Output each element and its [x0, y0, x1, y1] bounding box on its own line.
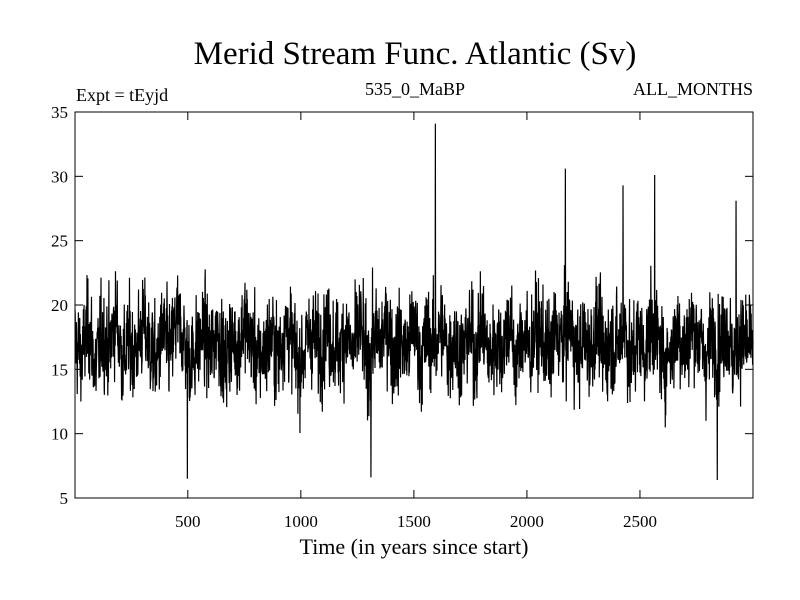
x-tick-label: 500 — [175, 512, 201, 531]
subtitle-left: Expt = tEyjd — [76, 85, 168, 105]
x-tick-label: 2500 — [623, 512, 657, 531]
y-axis: 5 10 15 20 25 30 35 — [51, 103, 753, 508]
x-tick-label: 1500 — [397, 512, 431, 531]
x-axis-label: Time (in years since start) — [300, 534, 529, 559]
y-tick-label: 30 — [51, 167, 68, 186]
subtitle-right: ALL_MONTHS — [633, 79, 753, 99]
y-tick-label: 25 — [51, 232, 68, 251]
y-tick-label: 10 — [51, 425, 68, 444]
x-tick-label: 1000 — [284, 512, 318, 531]
x-axis: 500 1000 1500 2000 2500 — [175, 112, 657, 531]
y-tick-label: 15 — [51, 360, 68, 379]
y-tick-label: 35 — [51, 103, 68, 122]
series-line — [74, 123, 754, 480]
y-tick-label: 20 — [51, 296, 68, 315]
y-tick-label: 5 — [60, 489, 69, 508]
plot-area — [74, 111, 754, 499]
x-tick-label: 2000 — [510, 512, 544, 531]
chart-title: Merid Stream Func. Atlantic (Sv) — [194, 36, 637, 72]
subtitle-center: 535_0_MaBP — [365, 79, 465, 99]
